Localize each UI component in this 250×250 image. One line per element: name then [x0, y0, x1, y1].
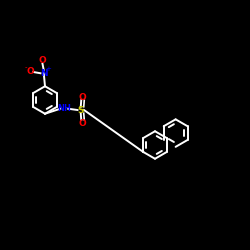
- Text: O: O: [78, 92, 86, 102]
- Text: +: +: [45, 66, 51, 72]
- Text: NH: NH: [57, 104, 71, 113]
- Text: -: -: [25, 64, 27, 70]
- Text: O: O: [78, 118, 86, 128]
- Text: O: O: [38, 56, 46, 65]
- Text: O: O: [26, 68, 34, 76]
- Text: N: N: [40, 69, 48, 78]
- Text: S: S: [78, 106, 84, 114]
